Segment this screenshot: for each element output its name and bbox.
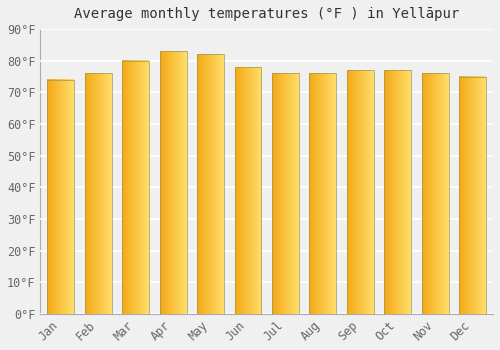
Bar [459, 77, 486, 314]
Bar [85, 74, 112, 314]
Bar [272, 74, 299, 314]
Bar [234, 67, 262, 314]
Bar [197, 54, 224, 314]
Bar [310, 74, 336, 314]
Bar [347, 70, 374, 314]
Bar [122, 61, 149, 314]
Bar [160, 51, 186, 314]
Bar [422, 74, 448, 314]
Title: Average monthly temperatures (°F ) in Yellāpur: Average monthly temperatures (°F ) in Ye… [74, 7, 460, 21]
Bar [384, 70, 411, 314]
Bar [48, 80, 74, 314]
